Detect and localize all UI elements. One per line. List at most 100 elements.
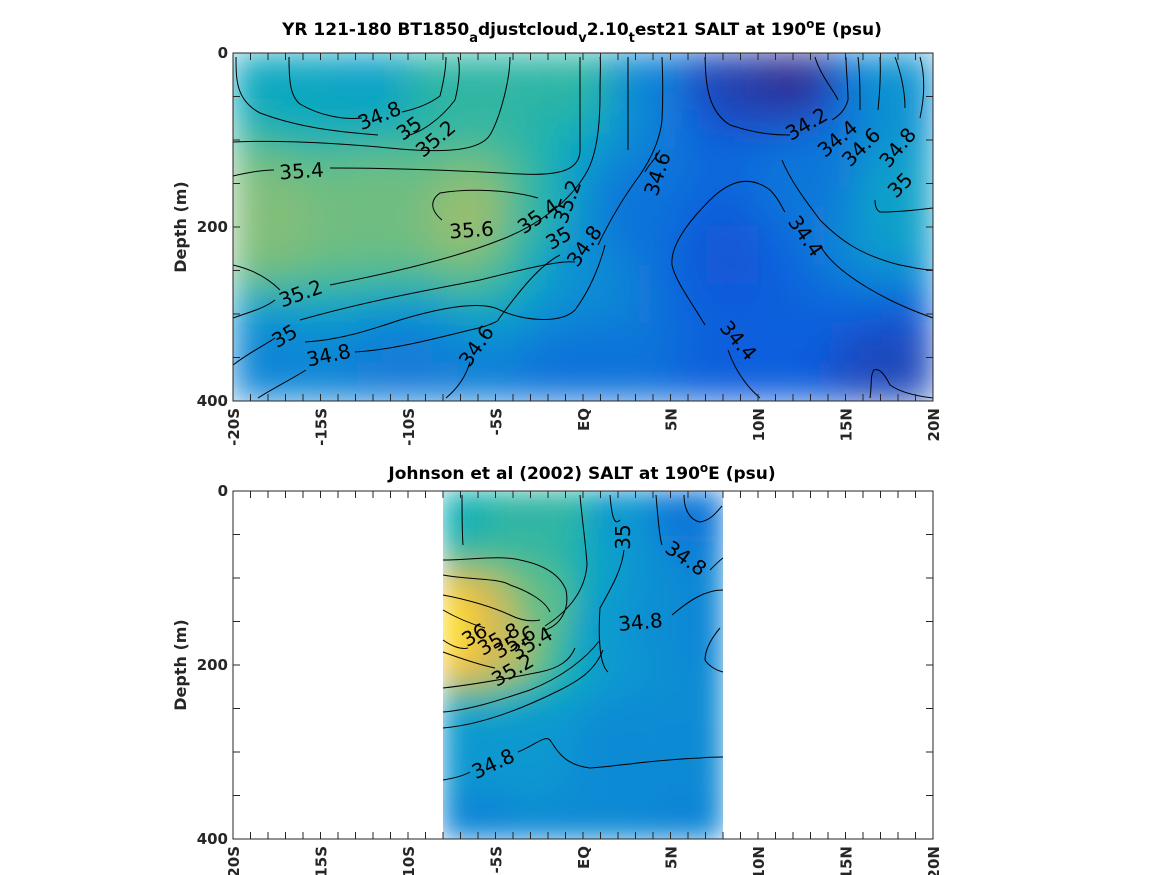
- salinity-cell: [532, 148, 559, 170]
- x-tick-label: 20N: [925, 408, 943, 441]
- salinity-cell: [607, 264, 634, 286]
- salinity-cell: [882, 187, 909, 209]
- salinity-cell: [642, 799, 654, 821]
- salinity-cell: [562, 567, 574, 589]
- salinity-cell: [257, 226, 284, 248]
- salinity-cell: [607, 342, 634, 364]
- salinity-cell: [532, 303, 559, 325]
- salinity-cell: [457, 148, 484, 170]
- salinity-cell: [557, 148, 584, 170]
- salinity-cell: [732, 90, 759, 112]
- salinity-cell: [592, 625, 604, 647]
- salinity-cell: [607, 245, 634, 267]
- salinity-cell: [482, 110, 509, 132]
- salinity-cell: [692, 491, 704, 512]
- contour-lines: [232, 56, 934, 399]
- salinity-cell: [607, 380, 634, 401]
- salinity-cell: [882, 380, 909, 401]
- salinity-cell: [607, 129, 634, 151]
- salinity-cell: [562, 683, 574, 705]
- salinity-cell: [642, 702, 654, 724]
- salinity-cell: [692, 818, 704, 839]
- salinity-cell: [707, 284, 734, 306]
- salinity-cell: [502, 606, 514, 628]
- salinity-cell: [682, 683, 694, 705]
- salinity-cell: [712, 702, 723, 724]
- salinity-cell: [382, 53, 409, 74]
- salinity-cell: [632, 187, 659, 209]
- salinity-cell: [562, 741, 574, 763]
- salinity-cell: [562, 644, 574, 666]
- salinity-cell: [642, 818, 654, 839]
- salinity-cell: [732, 380, 759, 401]
- salinity-cell: [472, 760, 484, 782]
- salinity-cell: [507, 322, 534, 344]
- salinity-cell: [572, 548, 584, 570]
- salinity-cell: [632, 303, 659, 325]
- salinity-cell: [233, 380, 259, 401]
- x-tick-label: -20S: [225, 846, 243, 875]
- salinity-cell: [457, 380, 484, 401]
- salinity-cell: [782, 110, 809, 132]
- salinity-cell: [712, 722, 723, 744]
- salinity-cell: [757, 71, 784, 93]
- salinity-cell: [712, 760, 723, 782]
- salinity-cell: [757, 264, 784, 286]
- salinity-cell: [832, 342, 859, 364]
- salinity-cell: [407, 284, 434, 306]
- salinity-cell: [662, 722, 674, 744]
- salinity-cell: [357, 303, 384, 325]
- salinity-cell: [257, 361, 284, 383]
- salinity-cell: [907, 148, 933, 170]
- salinity-cell: [632, 53, 659, 74]
- salinity-cell: [582, 148, 609, 170]
- salinity-cell: [542, 586, 554, 608]
- salinity-cell: [702, 567, 714, 589]
- salinity-cell: [307, 206, 334, 228]
- salinity-cell: [532, 245, 559, 267]
- salinity-cell: [632, 380, 659, 401]
- salinity-cell: [552, 548, 564, 570]
- salinity-cell: [807, 71, 834, 93]
- salinity-cell: [522, 509, 534, 531]
- salinity-cell: [692, 799, 704, 821]
- salinity-cell: [507, 264, 534, 286]
- salinity-cell: [407, 187, 434, 209]
- salinity-cell: [582, 548, 594, 570]
- salinity-cell: [357, 187, 384, 209]
- salinity-cell: [662, 683, 674, 705]
- salinity-cell: [332, 53, 359, 74]
- salinity-cell: [602, 683, 614, 705]
- salinity-cell: [257, 206, 284, 228]
- salinity-cell: [562, 664, 574, 686]
- salinity-cell: [457, 342, 484, 364]
- salinity-cell: [692, 702, 704, 724]
- salinity-cell: [612, 567, 624, 589]
- salinity-cell: [492, 548, 504, 570]
- salinity-cell: [857, 264, 884, 286]
- salinity-cell: [642, 586, 654, 608]
- salinity-cell: [457, 53, 484, 74]
- salinity-cell: [452, 625, 464, 647]
- salinity-cell: [622, 509, 634, 531]
- salinity-cell: [552, 780, 564, 802]
- salinity-cell: [257, 90, 284, 112]
- salinity-cell: [757, 168, 784, 190]
- salinity-cell: [602, 664, 614, 686]
- salinity-cell: [257, 168, 284, 190]
- salinity-cell: [882, 148, 909, 170]
- salinity-cell: [233, 53, 259, 74]
- salinity-cell: [662, 780, 674, 802]
- salinity-cell: [612, 683, 624, 705]
- salinity-cell: [542, 491, 554, 512]
- salinity-cell: [542, 644, 554, 666]
- salinity-cell: [557, 168, 584, 190]
- y-tick-label: 400: [197, 392, 228, 410]
- salinity-cell: [482, 361, 509, 383]
- salinity-cell: [712, 818, 723, 839]
- salinity-cell: [602, 528, 614, 550]
- salinity-cell: [482, 168, 509, 190]
- salinity-cell: [707, 303, 734, 325]
- salinity-cell: [907, 187, 933, 209]
- salinity-cell: [662, 644, 674, 666]
